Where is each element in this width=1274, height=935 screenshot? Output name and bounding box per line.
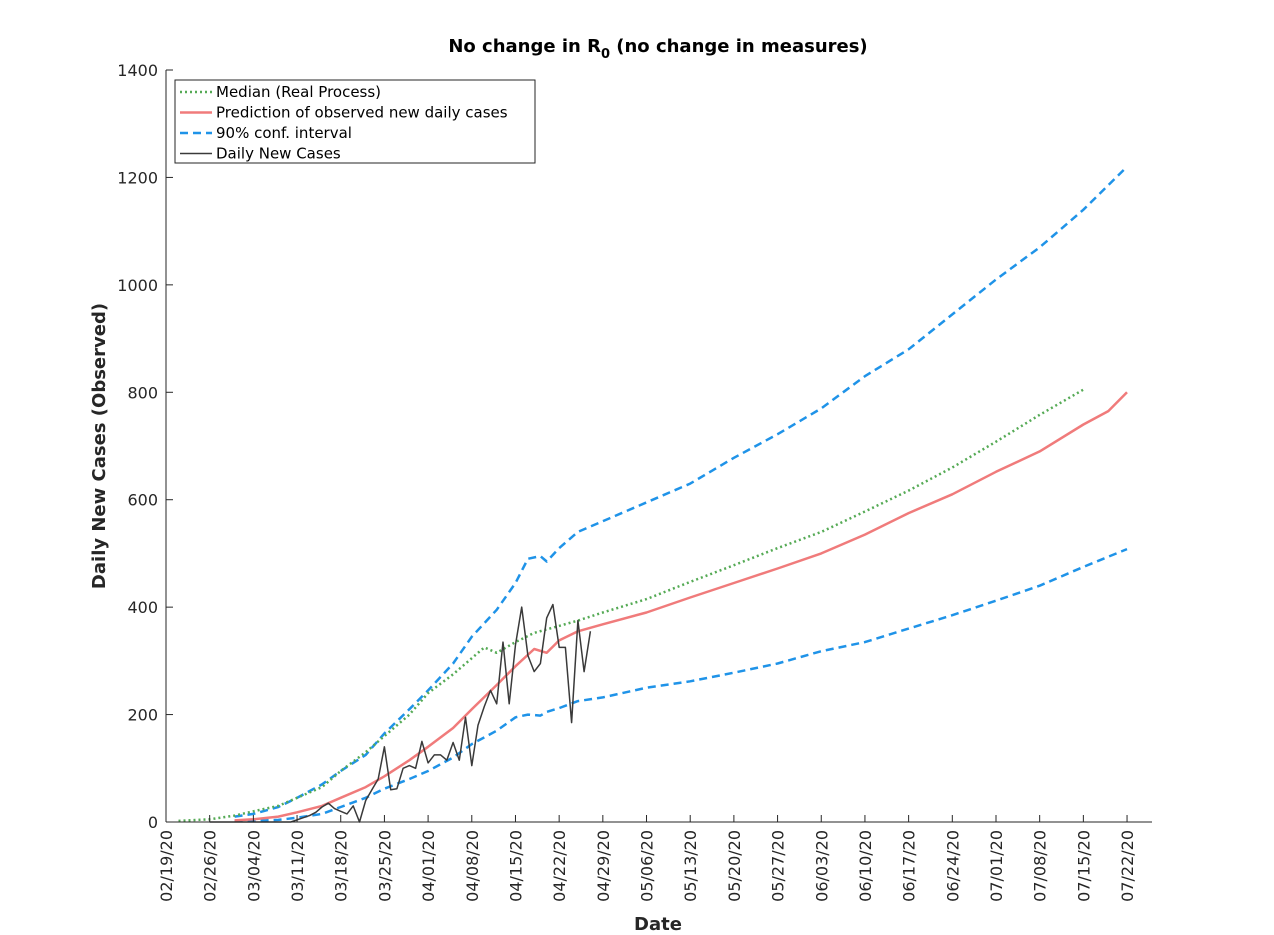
plot-background	[166, 70, 1152, 822]
x-tick-label: 07/15/20	[1074, 830, 1093, 902]
legend-label: Prediction of observed new daily cases	[216, 104, 508, 122]
legend-label: Daily New Cases	[216, 145, 341, 163]
legend-item: Daily New Cases	[180, 145, 341, 163]
series-line-1	[234, 391, 1128, 822]
x-tick-label: 03/11/20	[288, 830, 307, 902]
x-tick-label: 03/25/20	[375, 830, 394, 902]
x-tick-label: 04/29/20	[594, 830, 613, 902]
x-axis-title: Date	[634, 914, 682, 935]
x-ticks: 02/19/20 02/26/20 03/04/20 03/11/20 03/18/20…	[157, 815, 1137, 902]
x-tick-label: 04/08/20	[463, 830, 482, 902]
legend-box	[174, 79, 536, 164]
legend: Median (Real Process) Prediction of obser…	[174, 79, 536, 164]
legend-item: Median (Real Process)	[180, 83, 381, 101]
series-line-3	[234, 547, 1128, 823]
x-tick-label: 03/18/20	[332, 830, 351, 902]
legend-label: Median (Real Process)	[216, 83, 381, 101]
series-line-2	[234, 165, 1128, 818]
y-tick-label: 1400	[117, 61, 158, 80]
x-tick-label: 04/22/20	[550, 830, 569, 902]
x-tick-label: 07/22/20	[1118, 830, 1137, 902]
y-tick-label: 600	[127, 491, 158, 510]
legend-item: Prediction of observed new daily cases	[180, 104, 508, 122]
x-tick-label: 07/01/20	[987, 830, 1006, 902]
y-tick-label: 1000	[117, 276, 158, 295]
x-tick-label: 07/08/20	[1031, 830, 1050, 902]
y-tick-label: 200	[127, 706, 158, 725]
legend-item: 90% conf. interval	[180, 124, 352, 142]
y-tick-label: 400	[127, 598, 158, 617]
legend-label: 90% conf. interval	[216, 124, 352, 142]
x-tick-label: 05/06/20	[638, 830, 657, 902]
x-tick-label: 03/04/20	[244, 830, 263, 902]
y-tick-label: 800	[127, 383, 158, 402]
x-tick-label: 02/26/20	[201, 830, 220, 902]
y-tick-label: 1200	[117, 168, 158, 187]
x-tick-label: 06/24/20	[943, 830, 962, 902]
y-tick-label: 0	[148, 813, 158, 832]
x-tick-label: 06/17/20	[900, 830, 919, 902]
x-tick-label: 04/01/20	[419, 830, 438, 902]
x-tick-label: 05/13/20	[681, 830, 700, 902]
x-tick-label: 04/15/20	[506, 830, 525, 902]
series-line-4	[209, 603, 592, 823]
x-tick-label: 06/03/20	[812, 830, 831, 902]
y-ticks: 0 200 400 600 800 1000 1200 1400	[117, 61, 173, 832]
y-axis-title: Daily New Cases (Observed)	[89, 303, 110, 589]
series-line-0	[178, 388, 1085, 823]
x-tick-label: 05/20/20	[725, 830, 744, 902]
x-tick-label: 02/19/20	[157, 830, 176, 902]
x-tick-label: 06/10/20	[856, 830, 875, 902]
x-tick-label: 05/27/20	[769, 830, 788, 902]
plot-area: 0 200 400 600 800 1000 1200 1400 02/19/20 02/26/…	[117, 61, 1152, 902]
chart-title: No change in R0 (no change in measures)	[448, 36, 867, 62]
series-layer	[178, 165, 1128, 823]
